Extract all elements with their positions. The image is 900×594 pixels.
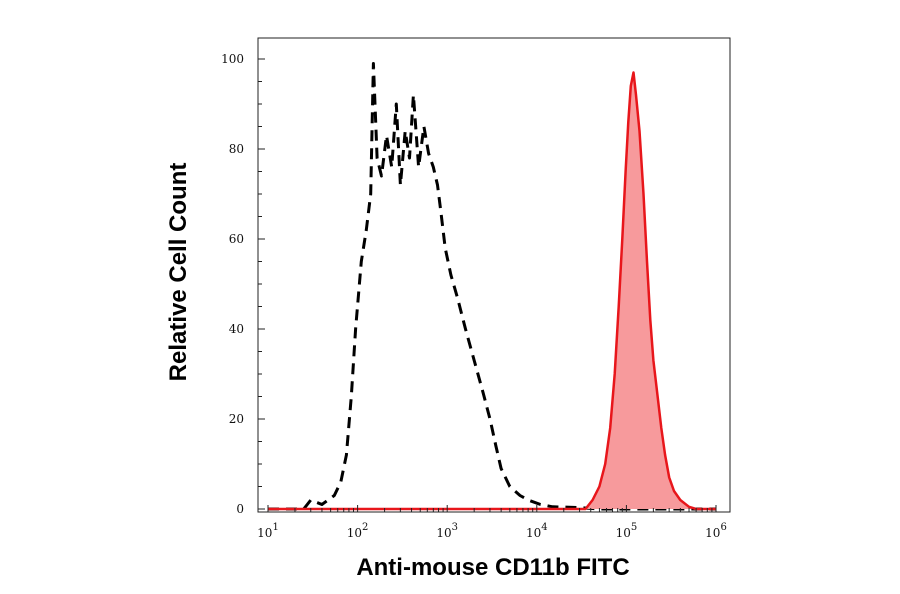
y-axis-title: Relative Cell Count [165,163,192,382]
y-tick-label: 60 [229,232,244,246]
series-1-area [268,72,716,509]
y-tick-label: 20 [229,412,244,426]
x-tick-label: 105 [616,522,638,540]
x-tick-label: 101 [257,522,279,540]
x-tick-label: 103 [436,522,458,540]
x-axis-title: Anti-mouse CD11b FITC [356,554,629,581]
y-tick-label: 100 [221,52,244,66]
x-tick-label: 104 [526,522,548,540]
series-0-line [268,62,716,511]
axis-layer: 0 20 40 60 80 100 101 102 103 104 105 106 [221,52,727,540]
plot-frame [257,37,731,513]
series-layer [268,62,716,511]
x-tick-label: 106 [705,522,727,540]
x-tick-label: 102 [347,522,369,540]
y-tick-label: 40 [229,322,244,336]
y-tick-label: 0 [236,502,244,516]
series-1-line [268,71,716,511]
y-tick-label: 80 [229,142,244,156]
